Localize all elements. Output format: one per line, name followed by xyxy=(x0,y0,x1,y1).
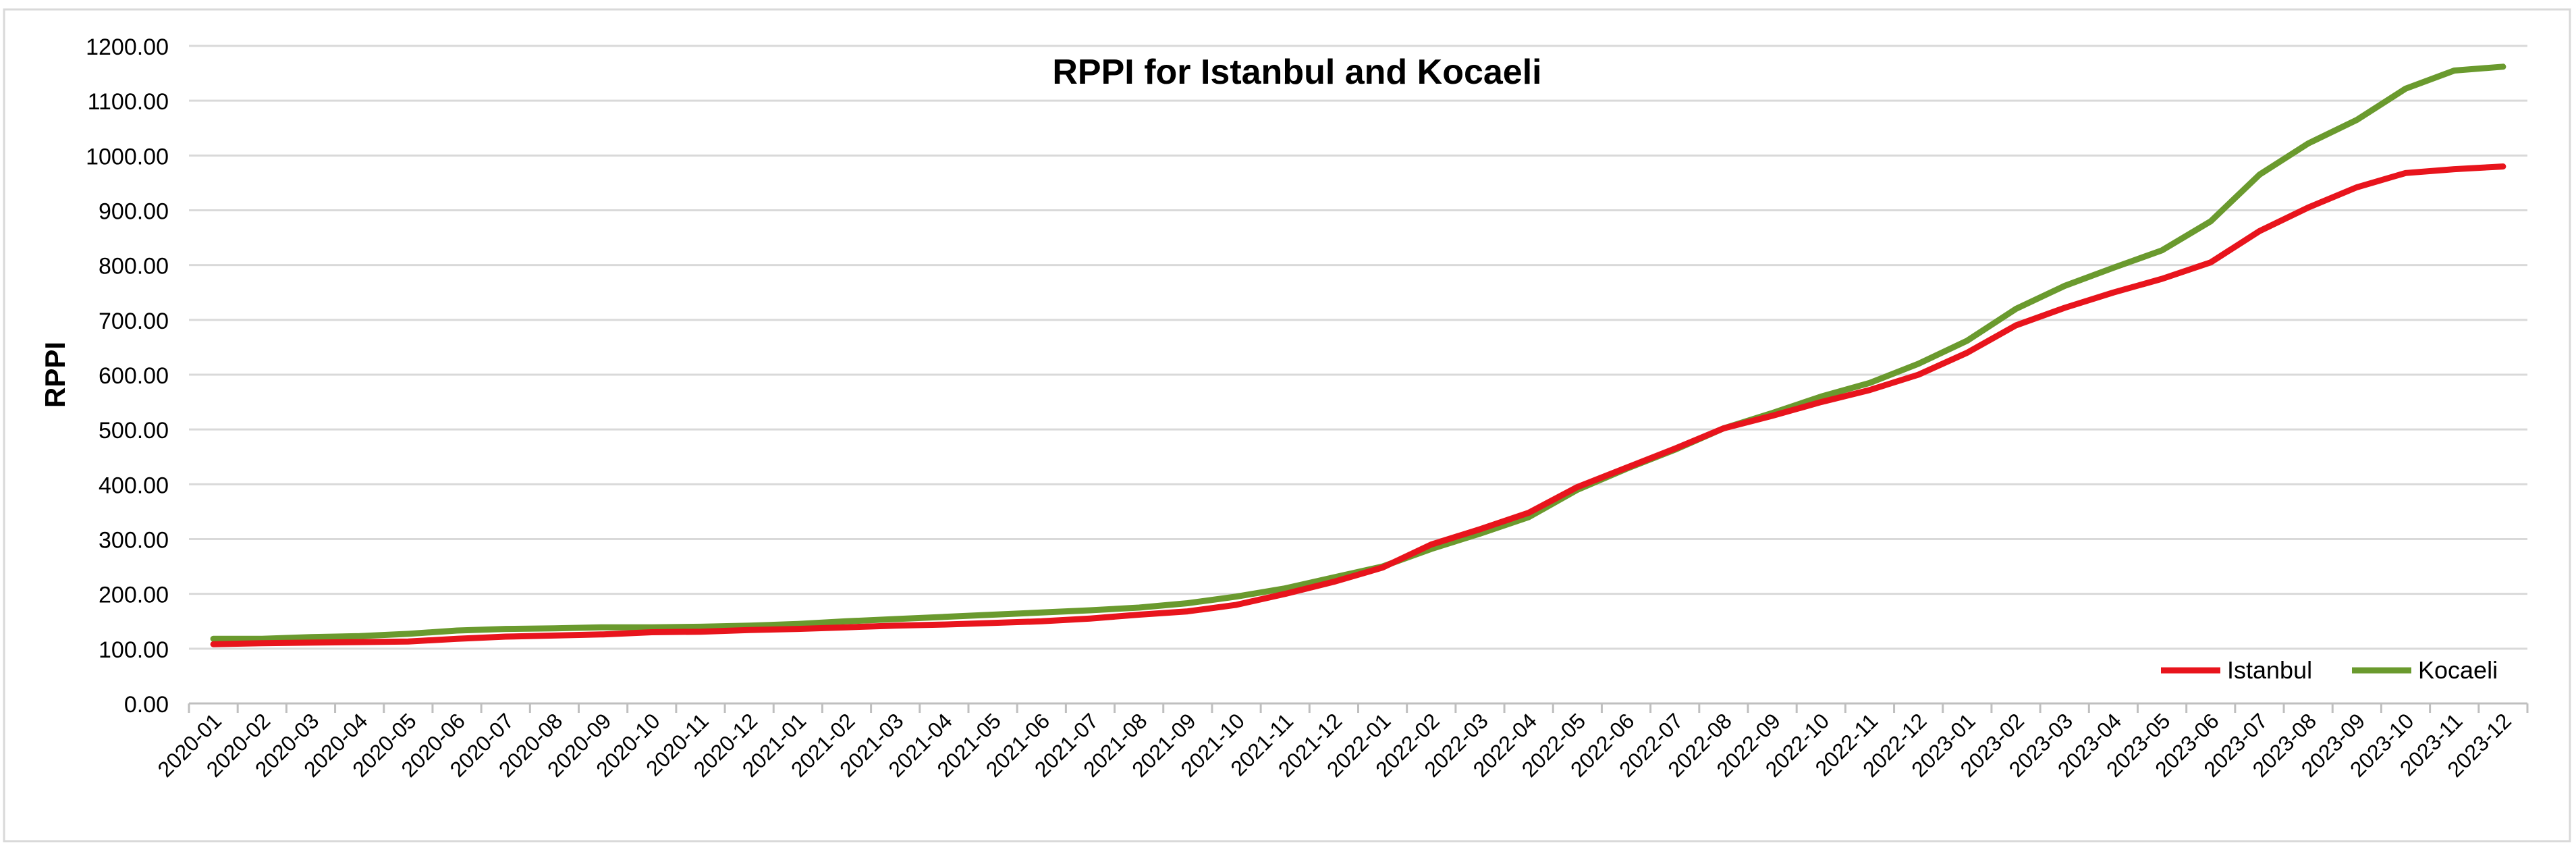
y-tick-label: 1000.00 xyxy=(86,144,169,169)
legend-label-kocaeli: Kocaeli xyxy=(2418,656,2498,684)
y-tick-label: 900.00 xyxy=(99,199,169,225)
y-axis-label: RPPI xyxy=(39,342,71,408)
y-tick-label: 1200.00 xyxy=(86,34,169,60)
y-tick-label: 0.00 xyxy=(124,692,169,718)
y-tick-label: 700.00 xyxy=(99,309,169,334)
legend-label-istanbul: Istanbul xyxy=(2227,656,2312,684)
chart-title: RPPI for Istanbul and Kocaeli xyxy=(1052,53,1541,92)
y-tick-label: 800.00 xyxy=(99,254,169,279)
y-tick-label: 500.00 xyxy=(99,418,169,444)
y-tick-label: 200.00 xyxy=(99,583,169,608)
y-tick-label: 100.00 xyxy=(99,637,169,663)
y-tick-label: 1100.00 xyxy=(88,89,169,115)
y-tick-label: 400.00 xyxy=(99,473,169,498)
y-tick-label: 600.00 xyxy=(99,363,169,389)
y-tick-label: 300.00 xyxy=(99,528,169,554)
